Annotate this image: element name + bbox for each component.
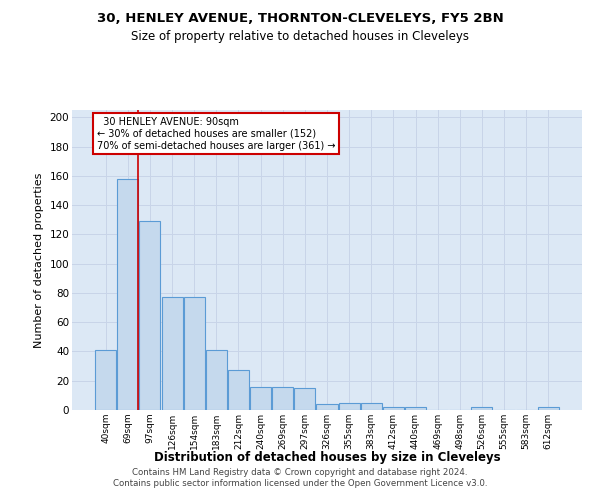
- Bar: [161, 298, 182, 410]
- Bar: [250, 386, 271, 410]
- Bar: [472, 407, 493, 410]
- Bar: [338, 402, 359, 410]
- Text: 30, HENLEY AVENUE, THORNTON-CLEVELEYS, FY5 2BN: 30, HENLEY AVENUE, THORNTON-CLEVELEYS, F…: [97, 12, 503, 26]
- Bar: [228, 370, 249, 410]
- Text: Size of property relative to detached houses in Cleveleys: Size of property relative to detached ho…: [131, 30, 469, 43]
- Bar: [405, 407, 426, 410]
- Text: Distribution of detached houses by size in Cleveleys: Distribution of detached houses by size …: [154, 451, 500, 464]
- Bar: [361, 402, 382, 410]
- Bar: [184, 298, 205, 410]
- Bar: [139, 221, 160, 410]
- Bar: [383, 407, 404, 410]
- Bar: [206, 350, 227, 410]
- Text: Contains HM Land Registry data © Crown copyright and database right 2024.
Contai: Contains HM Land Registry data © Crown c…: [113, 468, 487, 487]
- Y-axis label: Number of detached properties: Number of detached properties: [34, 172, 44, 348]
- Bar: [95, 350, 116, 410]
- Bar: [316, 404, 338, 410]
- Bar: [538, 407, 559, 410]
- Text: 30 HENLEY AVENUE: 90sqm
← 30% of detached houses are smaller (152)
70% of semi-d: 30 HENLEY AVENUE: 90sqm ← 30% of detache…: [97, 118, 335, 150]
- Bar: [118, 179, 139, 410]
- Bar: [295, 388, 316, 410]
- Bar: [272, 386, 293, 410]
